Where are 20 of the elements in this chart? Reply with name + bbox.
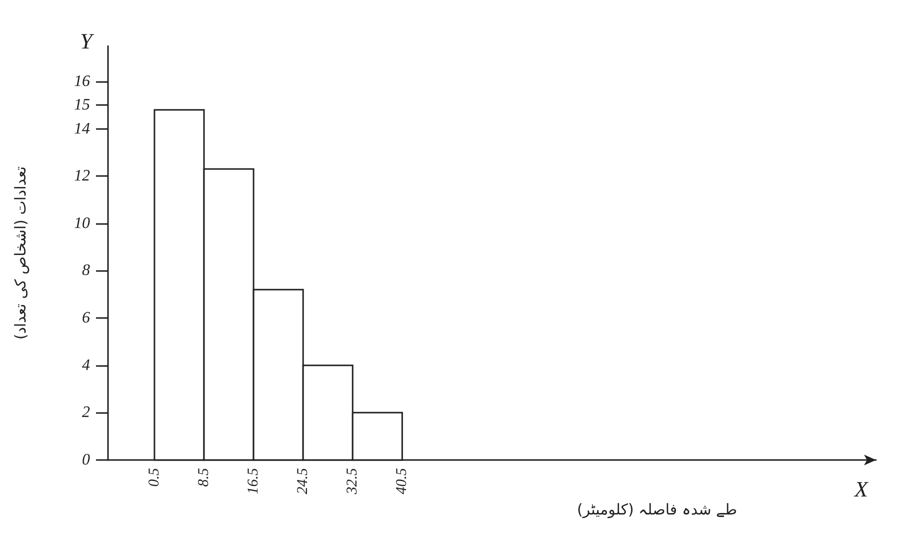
y-tick-label: 2	[82, 404, 90, 422]
y-tick-label: 12	[74, 168, 90, 185]
y-tick-label: 16	[74, 72, 90, 90]
x-tick-label: 8.5	[196, 468, 212, 487]
x-tick-label: 0.5	[146, 468, 162, 487]
y-tick-label: 10	[74, 214, 90, 232]
x-tick-label: 16.5	[246, 468, 262, 494]
text: X	[854, 476, 870, 502]
y-tick-label: 0	[82, 452, 90, 468]
y-axis-title: تعدادات (اشخاص کی تعداد)	[12, 166, 30, 340]
y-tick-label: 14	[74, 120, 90, 138]
x-tick-label: 40.5	[394, 468, 410, 494]
x-axis-title: طے شدہ فاصلہ (کلومیٹر)	[576, 500, 738, 519]
y-tick-label: 6	[82, 310, 90, 327]
x-tick-label: 32.5	[344, 468, 361, 496]
x-tick-label: 24.5	[295, 468, 312, 494]
text: Y	[80, 28, 95, 54]
y-tick-label: 4	[82, 356, 90, 374]
y-tick-label: 8	[82, 262, 90, 280]
y-tick-label: 15	[74, 96, 90, 114]
